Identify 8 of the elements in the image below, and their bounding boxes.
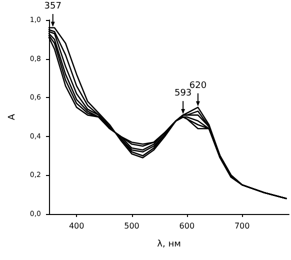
x-tick-label: 700 xyxy=(234,222,250,230)
x-tick-label: 400 xyxy=(68,222,84,230)
annotation: 593 xyxy=(174,88,192,99)
annotation: 357 xyxy=(44,2,62,12)
x-tick-label: 600 xyxy=(179,222,195,230)
y-axis-title: A xyxy=(8,113,18,120)
x-tick-label: 500 xyxy=(124,222,140,230)
x-axis-title: λ, нм xyxy=(157,240,181,250)
